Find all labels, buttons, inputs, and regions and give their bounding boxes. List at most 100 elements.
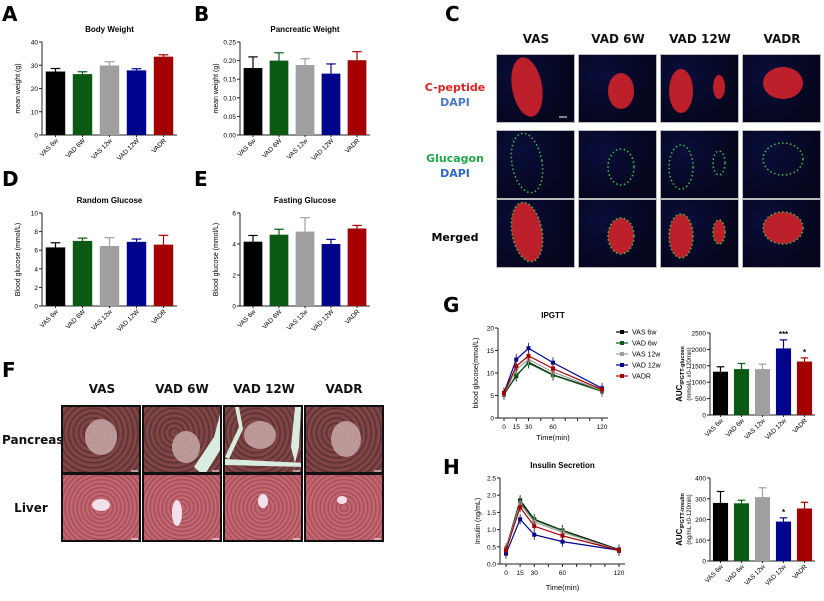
histology-image-liver-vad-12w — [223, 473, 303, 542]
x-tick-label: VAS 12w — [90, 308, 114, 332]
row-label-c-peptide: C-peptide DAPI — [424, 81, 486, 109]
x-axis-label: Time(min) — [536, 433, 570, 442]
fluorescence-image-vad-6w-glucagon — [578, 130, 657, 199]
column-label-vad-6w: VAD 6W — [591, 32, 645, 46]
y-tick-label: 2500 — [692, 331, 707, 338]
y-tick-label: 2 — [232, 273, 236, 280]
panel-letter-a: A — [2, 2, 18, 26]
x-tick-label: VAS 12w — [286, 308, 310, 332]
y-axis-label: Insulin (ng/mL) — [475, 498, 482, 544]
legend-item: VAS 6w — [632, 330, 657, 337]
y-tick-label: 0.05 — [223, 114, 236, 121]
x-tick-label: VADR — [792, 563, 810, 581]
row-label-liver: Liver — [14, 501, 48, 515]
y-tick-label: 0 — [232, 304, 236, 311]
bar — [126, 241, 147, 306]
x-tick-label: VADR — [344, 137, 362, 155]
y-tick-label: 1000 — [692, 380, 707, 387]
panel-letter-e: E — [194, 167, 208, 191]
legend-item: VAD 12w — [632, 363, 662, 370]
panel-letter-g: G — [443, 293, 460, 317]
bar — [347, 228, 367, 306]
panel-letter-h: H — [443, 455, 460, 479]
x-tick-label: VADR — [151, 308, 169, 326]
row-label-pancreas: Pancreas — [2, 433, 64, 447]
y-axis-label: Blood glucose (mmol/L) — [213, 223, 220, 297]
y-axis-label: AUCIPGTT-insulin — [675, 492, 686, 545]
x-axis-label: Time(min) — [546, 583, 580, 592]
row-label-merged: Merged — [431, 231, 479, 244]
pancreatic-weight-chart: Pancreatic Weight 0.00 0.05 0.10 0.15 0.20 0.2… — [213, 25, 370, 162]
x-tick-label: VAD 12w — [764, 563, 788, 587]
x-tick-label: VAS 6w — [39, 308, 60, 329]
panel-letter-d: D — [2, 167, 19, 191]
x-tick-label: 30 — [531, 570, 539, 577]
chart-title: Pancreatic Weight — [270, 25, 340, 34]
x-tick-label: VAD 12W — [311, 308, 336, 333]
x-tick-label: 60 — [559, 570, 567, 577]
bar — [796, 508, 813, 561]
column-label-vadr: VADR — [325, 382, 363, 396]
y-tick-label: 4 — [34, 266, 38, 273]
bar — [99, 246, 120, 306]
bar — [347, 60, 367, 136]
y-tick-label: 0 — [34, 304, 38, 311]
bar — [295, 231, 315, 306]
bar — [321, 244, 341, 306]
chart-title: Fasting Glucose — [274, 196, 337, 205]
y-axis-label-units: (ng/mL x0-120min) — [687, 494, 693, 544]
fluorescence-image-vadr-glucagon — [742, 130, 821, 199]
y-tick-label: 2000 — [692, 347, 707, 354]
y-axis-label: Blood glucose (mmol/L) — [15, 223, 22, 297]
y-tick-label: 0.20 — [223, 58, 236, 65]
x-tick-label: VADR — [344, 308, 362, 326]
legend-item: VAD 6w — [632, 341, 658, 348]
x-tick-label: VAD 6W — [65, 137, 88, 160]
fluorescence-image-vadr-c-peptide — [742, 54, 821, 123]
fluorescence-image-vad-12w-glucagon — [660, 130, 739, 199]
histology-image-pancreas-vas — [61, 405, 141, 474]
y-tick-label: 10 — [31, 211, 39, 218]
x-tick-label: VAS 6w — [39, 137, 60, 158]
x-tick-label: VAD 12w — [764, 417, 788, 441]
bar — [796, 361, 813, 415]
y-tick-label: 0.10 — [223, 95, 236, 102]
histology-image-pancreas-vad-12w — [223, 405, 303, 474]
x-tick-label: VADR — [151, 137, 169, 155]
random-glucose-chart: Random Glucose 0 2 4 6 8 10 Blood glucose (mmol… — [15, 196, 177, 333]
bar — [243, 68, 263, 135]
chart-title: Random Glucose — [77, 196, 143, 205]
chart-title: Body Weight — [85, 25, 134, 34]
x-tick-label: VAD 12W — [116, 137, 141, 162]
fluorescence-image-vad-6w-merged — [578, 199, 657, 268]
x-tick-label: VAS 12w — [90, 137, 114, 161]
histology-image-liver-vas — [61, 473, 141, 542]
fluorescence-image-vad-6w-c-peptide — [578, 54, 657, 123]
y-axis-label: mean weight (g) — [15, 63, 22, 113]
y-axis-label: AUCIPGTT-glucose — [675, 346, 686, 402]
y-tick-label: 4 — [232, 242, 236, 249]
y-tick-label: 1.5 — [487, 510, 496, 517]
column-label-vas: VAS — [522, 32, 550, 46]
bar — [754, 369, 771, 415]
x-tick-label: 30 — [525, 424, 533, 431]
y-tick-label: 30 — [31, 63, 39, 70]
bar — [45, 247, 66, 306]
insulin-secretion-chart: Insulin Secretion 0.0 0.5 1.0 1.5 2.0 2.5 0 15 30… — [475, 461, 625, 592]
bar — [712, 502, 729, 561]
bar — [775, 521, 792, 561]
bar — [72, 74, 93, 135]
panel-letter-c: C — [445, 2, 460, 26]
x-tick-label: VAD 6W — [261, 137, 284, 160]
significance-marker: * — [782, 508, 786, 517]
y-tick-label: 0 — [702, 413, 706, 420]
x-tick-label: 60 — [549, 424, 557, 431]
x-tick-label: 120 — [597, 424, 608, 431]
y-tick-label: 10 — [31, 109, 39, 116]
x-tick-label: 120 — [614, 570, 625, 577]
x-tick-label: VAS 6w — [236, 137, 257, 158]
bar — [712, 371, 729, 415]
insulin-auc-chart: 0 100 200 300 400 AUCIPGTT-insulin (ng/mL x0-1… — [675, 476, 815, 587]
x-tick-label: 0 — [502, 424, 506, 431]
bar — [269, 60, 289, 135]
